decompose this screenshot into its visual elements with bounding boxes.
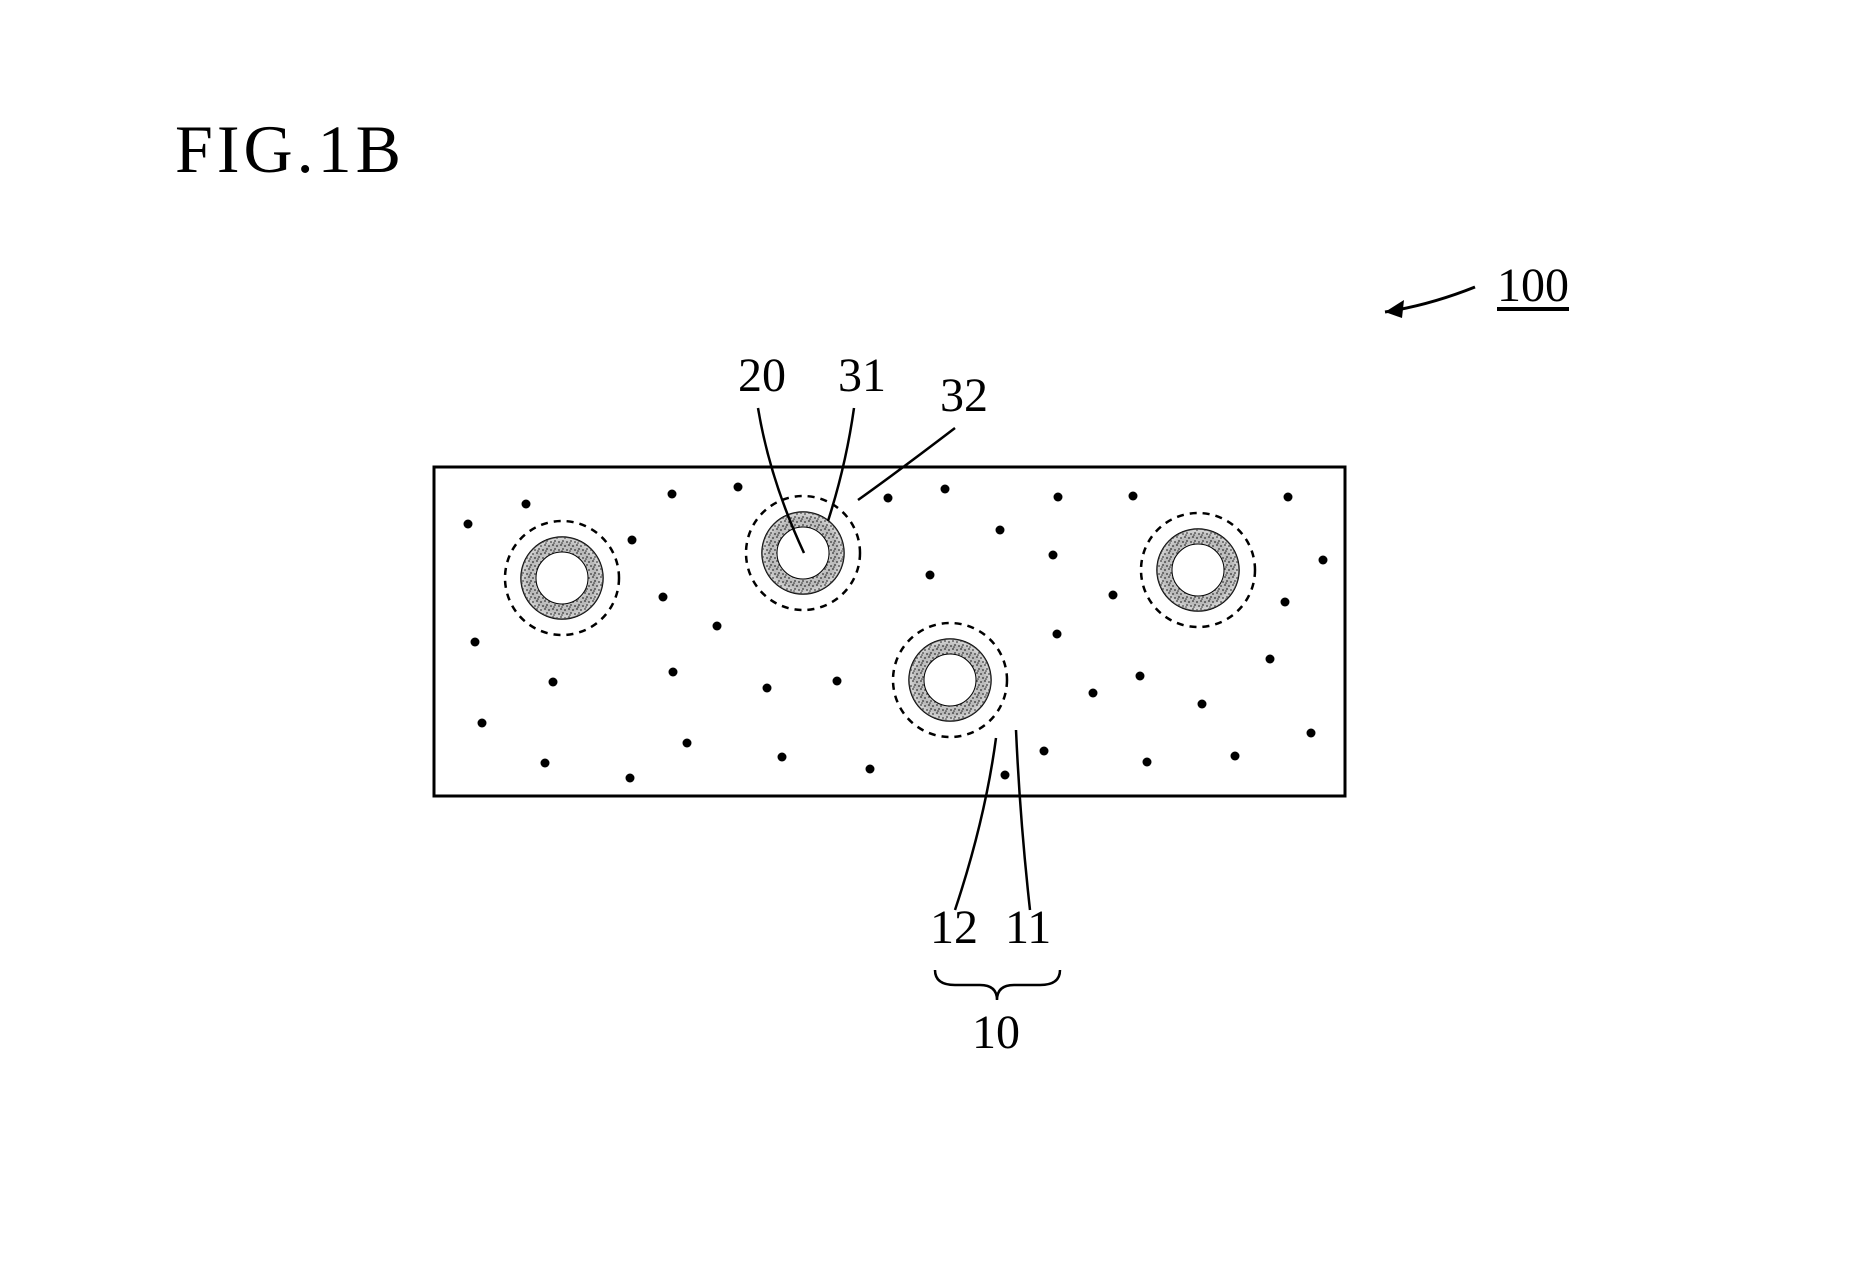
particle-dot xyxy=(628,536,637,545)
ring-element xyxy=(893,623,1007,737)
particle-dot xyxy=(734,483,743,492)
label-32: 32 xyxy=(940,368,988,423)
particle-dot xyxy=(522,500,531,509)
particle-dot xyxy=(669,668,678,677)
particle-dot xyxy=(866,765,875,774)
particle-dot xyxy=(659,593,668,602)
particle-dot xyxy=(1001,771,1010,780)
particle-dot xyxy=(996,526,1005,535)
ring-element xyxy=(1141,513,1255,627)
particle-dot xyxy=(541,759,550,768)
label-10: 10 xyxy=(972,1005,1020,1060)
particle-dot xyxy=(1266,655,1275,664)
figure-container: FIG.1B 100 xyxy=(0,0,1849,1265)
label-20: 20 xyxy=(738,348,786,403)
label-11: 11 xyxy=(1005,900,1051,955)
particle-dot xyxy=(1231,752,1240,761)
particle-dot xyxy=(1284,493,1293,502)
particle-dot xyxy=(1307,729,1316,738)
particle-dot xyxy=(1143,758,1152,767)
particle-dot xyxy=(1198,700,1207,709)
diagram-svg xyxy=(0,0,1849,1265)
particle-dot xyxy=(941,485,950,494)
label-31: 31 xyxy=(838,348,886,403)
particle-dot xyxy=(926,571,935,580)
particle-dot xyxy=(1281,598,1290,607)
particle-dot xyxy=(471,638,480,647)
particle-dot xyxy=(1054,493,1063,502)
particle-dot xyxy=(778,753,787,762)
particle-dot xyxy=(1040,747,1049,756)
particle-dot xyxy=(1049,551,1058,560)
particle-dot xyxy=(1053,630,1062,639)
curly-brace xyxy=(935,970,1060,1000)
particle-dot xyxy=(713,622,722,631)
particle-dot xyxy=(763,684,772,693)
particle-dot xyxy=(1129,492,1138,501)
particle-dot xyxy=(478,719,487,728)
particle-dot xyxy=(884,494,893,503)
particle-dot xyxy=(1136,672,1145,681)
particle-dot xyxy=(549,678,558,687)
particle-dot xyxy=(464,520,473,529)
particle-dot xyxy=(1319,556,1328,565)
ring-element xyxy=(505,521,619,635)
particle-dot xyxy=(1109,591,1118,600)
particle-dot xyxy=(683,739,692,748)
particle-dot xyxy=(668,490,677,499)
particle-dot xyxy=(1089,689,1098,698)
label-12: 12 xyxy=(930,900,978,955)
particle-dot xyxy=(833,677,842,686)
particle-dot xyxy=(626,774,635,783)
